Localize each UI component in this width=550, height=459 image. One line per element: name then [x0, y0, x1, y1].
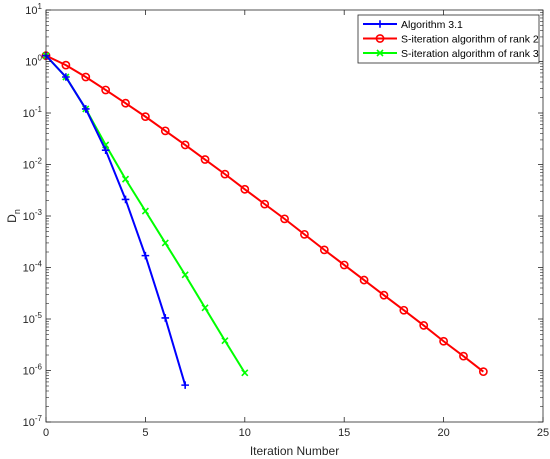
data-point [101, 85, 111, 95]
y-axis-label-subscript: n [12, 209, 22, 214]
plot-frame [45, 9, 544, 423]
legend-entry: Algorithm 3.1 [363, 19, 463, 31]
data-point [181, 381, 189, 389]
y-tick-exponent: -4 [35, 260, 43, 269]
legend-marker [375, 34, 385, 43]
y-tick-label: 10-1 [23, 105, 43, 120]
data-point [161, 314, 170, 322]
data-point [121, 195, 130, 204]
y-tick-label: 100 [25, 54, 42, 69]
data-point [141, 251, 150, 260]
data-point [399, 305, 409, 315]
y-tick-base: 10 [25, 5, 37, 17]
x-tick-label: 0 [43, 427, 49, 439]
y-tick-label: 10-6 [23, 363, 43, 378]
data-point [459, 351, 468, 361]
x-tick-label: 10 [239, 427, 251, 439]
y-tick-base: 10 [25, 57, 37, 69]
legend-marker [376, 20, 384, 28]
y-tick-base: 10 [23, 263, 35, 275]
data-point [140, 112, 150, 122]
y-tick-label: 10-4 [23, 260, 43, 275]
data-point [101, 146, 110, 154]
data-point [121, 175, 130, 183]
y-tick-exponent: -6 [35, 363, 43, 372]
legend-entry: S-iteration algorithm of rank 3 [363, 48, 539, 60]
y-tick-label: 10-2 [23, 157, 43, 172]
data-point [81, 72, 91, 82]
y-tick-label: 10-5 [23, 311, 43, 326]
series-line [45, 54, 187, 386]
data-point [220, 169, 230, 179]
legend: Algorithm 3.1 S-iteration algorithm of ra… [357, 14, 540, 64]
data-point [319, 245, 329, 255]
y-tick-exponent: 0 [38, 54, 43, 63]
data-point [241, 369, 249, 377]
y-tick-exponent: -2 [35, 157, 43, 166]
x-tick-label: 20 [437, 427, 449, 439]
legend-entry: S-iteration algorithm of rank 2 [363, 33, 539, 45]
y-tick-label: 10-7 [23, 414, 43, 429]
y-tick-base: 10 [23, 108, 35, 120]
y-tick-exponent: -3 [35, 208, 43, 217]
data-point [61, 60, 71, 70]
data-point [181, 271, 189, 279]
series-line [45, 54, 484, 373]
x-tick-label: 5 [142, 427, 148, 439]
data-point [379, 290, 389, 300]
data-point [240, 184, 250, 194]
data-point [160, 126, 170, 136]
y-axis-label-main: D [5, 214, 19, 223]
y-tick-label: 101 [25, 2, 42, 17]
y-tick-exponent: -7 [35, 414, 43, 423]
y-tick-exponent: 1 [38, 2, 43, 11]
legend-entries: Algorithm 3.1 S-iteration algorithm of ra… [363, 19, 539, 60]
data-point [280, 214, 289, 224]
x-axis-label: Iteration Number [250, 444, 339, 458]
data-point [339, 260, 349, 270]
y-tick-exponent: -1 [35, 105, 43, 114]
x-tick-label: 25 [537, 427, 549, 439]
y-tick-base: 10 [23, 160, 35, 172]
y-tick-base: 10 [23, 314, 35, 326]
y-tick-base: 10 [23, 211, 35, 223]
data-point [439, 336, 448, 346]
y-tick-base: 10 [23, 417, 35, 429]
y-tick-base: 10 [23, 366, 35, 378]
data-point [221, 337, 229, 345]
data-point [478, 367, 488, 377]
y-tick-exponent: -5 [35, 311, 43, 320]
legend-label: S-iteration algorithm of rank 3 [401, 48, 539, 60]
y-tick-label: 10-3 [23, 208, 43, 223]
data-point [62, 73, 70, 81]
data-point [300, 229, 309, 239]
series-layer [41, 51, 488, 389]
legend-label: S-iteration algorithm of rank 2 [401, 33, 539, 45]
data-point [260, 199, 270, 209]
y-axis-label: Dn [5, 209, 22, 223]
data-point [141, 207, 149, 215]
data-point [359, 275, 369, 285]
data-point [121, 98, 130, 108]
ticks-layer: 0 5 10 15 20 2510-710-610-510-410-310-210-110… [23, 2, 550, 439]
legend-label: Algorithm 3.1 [401, 19, 463, 31]
data-point [180, 140, 190, 150]
data-point [81, 105, 90, 113]
x-tick-label: 15 [338, 427, 350, 439]
data-point [200, 155, 210, 164]
data-point [201, 304, 209, 312]
legend-marker [376, 49, 384, 57]
data-point [419, 321, 429, 330]
data-point [161, 239, 169, 247]
